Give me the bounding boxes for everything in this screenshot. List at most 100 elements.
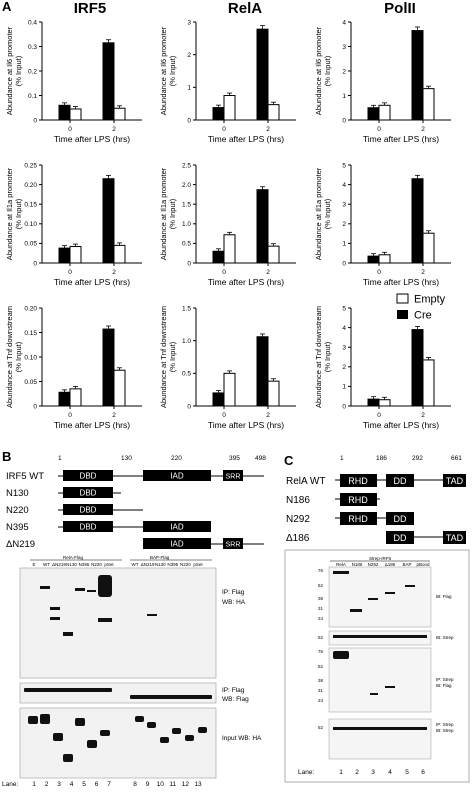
y-tick-label: 3 [342, 44, 346, 51]
blot-band [350, 609, 362, 612]
y-tick-label: 0 [342, 260, 346, 267]
bar-cre [58, 247, 71, 264]
lane-header: pSet [193, 562, 203, 567]
blot-label: IB: Flag [436, 683, 452, 688]
domain-srr: SRR [226, 474, 241, 481]
y-axis-label: Abundance at Il1a promoter(% Input) [5, 167, 23, 260]
bar-empty [378, 254, 391, 264]
mw-marker: 76 [318, 568, 324, 573]
bar-cre [102, 178, 115, 264]
x-tick-label: 0 [68, 126, 72, 133]
y-tick-label: 5 [342, 162, 346, 169]
bar-empty [69, 246, 82, 264]
lane-header: E [32, 562, 35, 567]
mw-marker: 31 [318, 688, 324, 693]
bar-cre [256, 28, 269, 121]
mw-marker: 24 [318, 698, 324, 703]
bar-empty [113, 244, 126, 264]
lane-header: N220 [91, 562, 102, 567]
blot-band [147, 722, 156, 728]
blot-band [40, 714, 50, 724]
x-tick-label: 0 [68, 269, 72, 276]
bar-empty [422, 359, 435, 407]
irf5-pos-498: 498 [255, 455, 266, 462]
blot-band [53, 733, 63, 741]
x-axis-label: Time after LPS (hrs) [208, 277, 284, 287]
y-axis-label: Abundance at Il6 promoter(% Input) [314, 26, 332, 115]
lane-number: 5 [405, 769, 409, 776]
domain-iad: IAD [170, 540, 184, 549]
group-label-bap-flag: BAP-Flag [150, 555, 170, 560]
lane-number: 1 [339, 769, 343, 776]
blot-band [87, 740, 97, 748]
blot-label: IB: Strep [436, 728, 454, 733]
mw-marker: 52 [318, 725, 324, 730]
lane-number: 10 [157, 781, 165, 788]
lane-label: Lane: [298, 769, 314, 776]
bar-empty [422, 232, 435, 264]
domain-iad: IAD [170, 472, 184, 481]
blot-band [368, 598, 378, 600]
bar-empty [69, 108, 82, 121]
y-tick-label: 0.1 [28, 93, 37, 100]
bar-empty [422, 88, 435, 121]
y-tick-label: 2 [342, 68, 346, 75]
bar-cre [411, 30, 424, 121]
y-tick-label: 0.3 [28, 44, 37, 51]
y-axis-label: Abundance at Tnf downstream(% Input) [159, 306, 177, 408]
blot-band [75, 588, 85, 591]
lane-header: pSet [104, 562, 114, 567]
construct-d186: Δ186 [286, 533, 310, 544]
panel-b-letter: B [2, 449, 11, 464]
bar-cre [411, 329, 424, 407]
y-tick-label: 3 [342, 202, 346, 209]
bar-cre [102, 42, 115, 121]
bar-cre [367, 398, 380, 407]
y-axis-label: Abundance at Tnf downstream(% Input) [314, 306, 332, 408]
panel-c-blots: Strep-IRF5 RelA N186 N292 Δ186 BAP pBond IB: … [284, 549, 470, 783]
domain-rhd: RHD [348, 514, 368, 524]
bar-cre [58, 391, 71, 407]
y-tick-label: 1 [342, 93, 346, 100]
y-tick-label: 3 [187, 19, 191, 26]
y-tick-label: 1 [342, 241, 346, 248]
x-tick-label: 2 [421, 126, 425, 133]
rela-pos-186: 186 [376, 455, 387, 462]
y-tick-label: 0.4 [28, 19, 37, 26]
blot-ip-strep-ib-strep [328, 718, 432, 760]
bar-cre [212, 392, 225, 407]
blot-label: IP: Flag [222, 687, 245, 694]
x-axis-label: Time after LPS (hrs) [54, 420, 130, 430]
blot-band [385, 686, 395, 688]
blot-label: IP: Strep [436, 677, 454, 682]
blot-input-wb-ha [19, 707, 217, 779]
rela-pos-292: 292 [412, 455, 423, 462]
legend-swatch-cre [397, 310, 408, 319]
y-axis-label: Abundance at Tnf downstream(% Input) [5, 306, 23, 408]
blot-band [87, 590, 96, 592]
blot-band [160, 737, 169, 743]
mw-marker: 31 [318, 606, 324, 611]
domain-dd: DD [394, 476, 407, 486]
blot-label: WB: Flag [222, 696, 249, 703]
lane-number: 8 [133, 781, 137, 788]
lane-header: N395 [167, 562, 178, 567]
x-axis-label: Time after LPS (hrs) [208, 420, 284, 430]
y-tick-label: 0 [33, 260, 37, 267]
y-tick-label: 0 [33, 117, 37, 124]
bar-empty [267, 380, 280, 407]
x-tick-label: 2 [112, 126, 116, 133]
rela-pos-661: 661 [451, 455, 462, 462]
x-tick-label: 0 [377, 412, 381, 419]
y-tick-label: 2 [342, 364, 346, 371]
bar-empty [223, 95, 236, 121]
bar-empty [223, 372, 236, 407]
y-tick-label: 0.05 [24, 379, 37, 386]
x-tick-label: 2 [112, 269, 116, 276]
mw-marker: 52 [318, 583, 324, 588]
y-tick-label: 1.0 [182, 221, 191, 228]
